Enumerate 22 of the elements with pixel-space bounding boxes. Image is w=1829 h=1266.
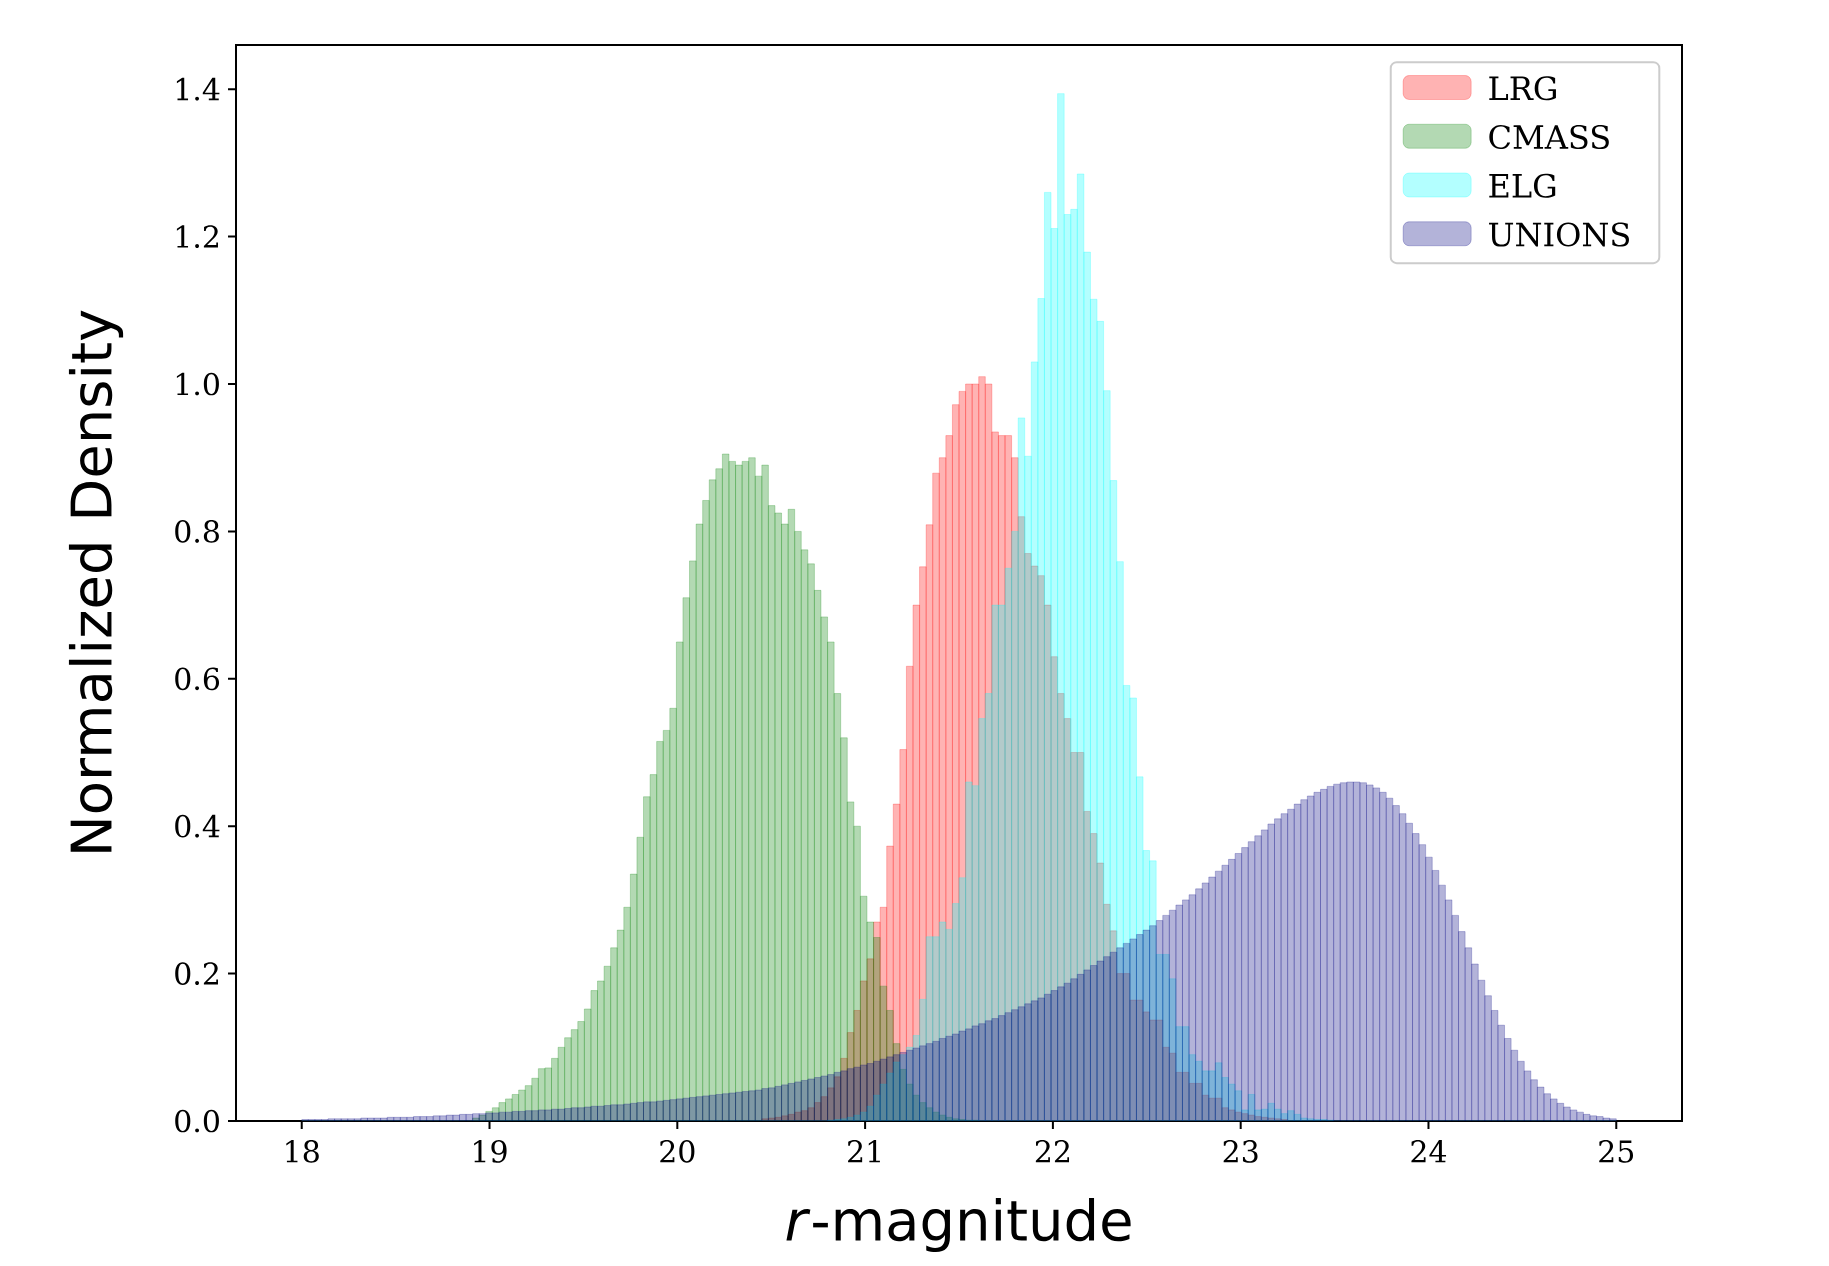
x-tick-label: 25 [1599, 1140, 1634, 1163]
legend-label: LRG [1489, 76, 1556, 101]
legend-label: CMASS [1489, 124, 1609, 150]
x-tick-label: 21 [848, 1140, 880, 1163]
y-tick-label: 0.6 [175, 667, 220, 691]
x-tick-label: 20 [660, 1140, 695, 1163]
y-tick-label: 0.4 [175, 814, 220, 838]
x-tick-label: 19 [474, 1140, 507, 1163]
x-axis-title: r-magnitude [786, 1197, 1131, 1253]
y-tick-label: 1.4 [176, 77, 220, 101]
x-tick-label: 22 [1035, 1140, 1070, 1163]
y-tick-label: 1.0 [176, 372, 219, 396]
y-tick-label: 0.8 [175, 520, 219, 543]
legend-label: ELG [1489, 173, 1556, 198]
y-tick-label: 0.2 [175, 962, 218, 985]
y-tick-label: 1.2 [176, 225, 218, 248]
x-tick-label: 23 [1223, 1140, 1258, 1163]
y-axis-title: Normalized Density [68, 310, 124, 852]
x-tick-label: 24 [1411, 1140, 1447, 1163]
y-tick-label: 0.0 [175, 1109, 219, 1133]
legend-label: UNIONS [1489, 222, 1629, 247]
x-tick-label: 18 [286, 1140, 319, 1163]
